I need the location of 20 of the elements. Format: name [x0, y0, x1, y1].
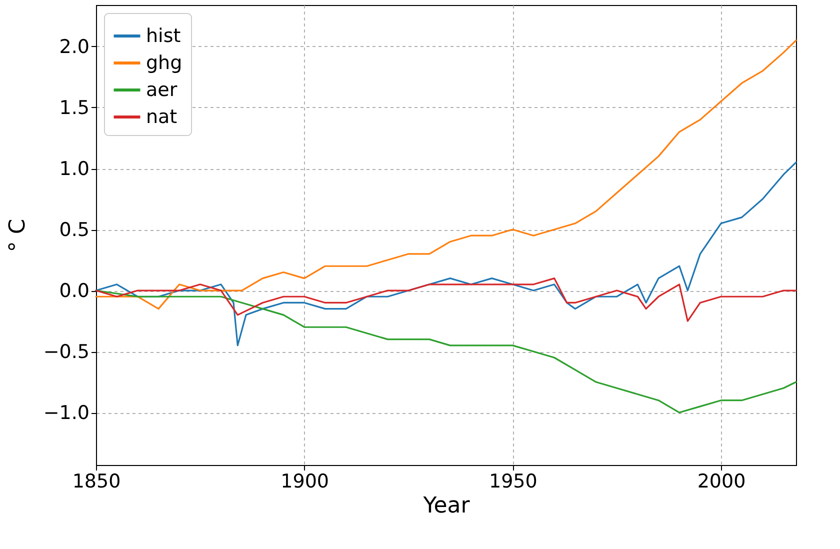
legend-label: nat: [146, 106, 178, 128]
y-tick-label: 0.0: [59, 280, 90, 302]
line-series: [95, 162, 797, 346]
x-axis-title: Year: [422, 494, 471, 518]
line-series: [95, 278, 797, 322]
legend-label: aer: [146, 79, 178, 101]
y-tick-label: −0.5: [43, 341, 90, 364]
legend-label: ghg: [146, 52, 182, 74]
y-tick-label: −1.0: [43, 402, 90, 424]
legend-label: hist: [146, 25, 181, 47]
y-tick-label: 1.0: [59, 158, 90, 180]
x-tick-label: 1950: [488, 470, 538, 492]
y-tick-label: 1.5: [59, 96, 90, 119]
x-tick-label: 1850: [72, 470, 121, 492]
line-series: [95, 290, 797, 414]
y-tick-label: 2.0: [59, 36, 90, 58]
y-tick-label: 0.5: [59, 219, 90, 242]
x-tick-label: 2000: [697, 470, 746, 492]
x-tick-label: 1900: [280, 470, 330, 492]
y-axis-title: ° C: [5, 218, 30, 252]
